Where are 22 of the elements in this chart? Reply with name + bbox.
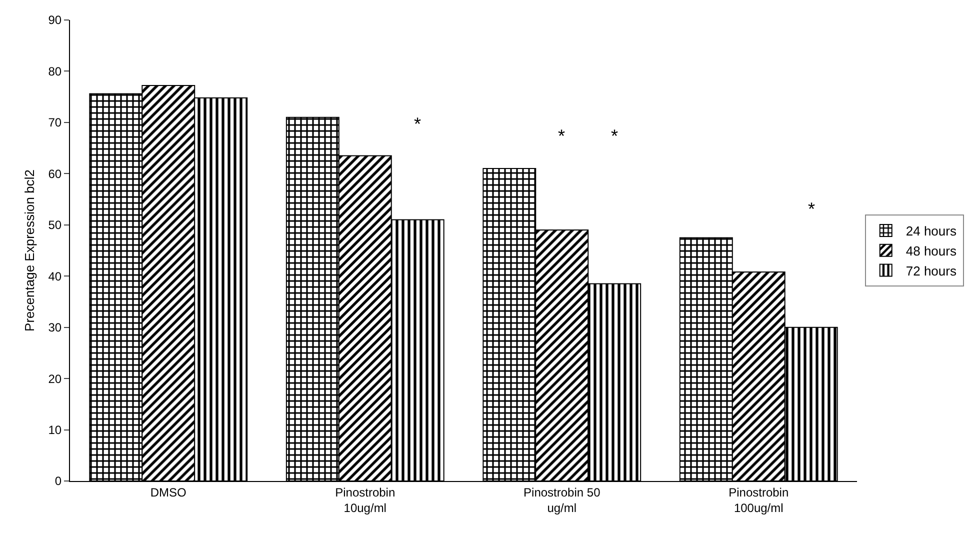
y-tick-label: 40	[48, 269, 62, 284]
annotation: *	[414, 114, 422, 134]
y-tick-label: 0	[54, 474, 62, 488]
text: 24 hours	[906, 224, 957, 239]
y-tick-label: 60	[48, 166, 62, 181]
text: 72 hours	[906, 263, 957, 278]
y-tick-label: 10	[48, 422, 62, 437]
y-tick-label: 90	[48, 13, 62, 28]
annotation: *	[558, 126, 566, 146]
text: 48 hours	[906, 243, 957, 258]
x-tick-label: Pinostrobin 10ug/ml	[335, 485, 396, 515]
annotation: *	[808, 199, 816, 219]
x-tick-label: Pinostrobin 50 ug/ml	[524, 485, 601, 515]
x-tick-label: DMSO	[150, 485, 186, 500]
x-tick-label: Pinostrobin 100ug/ml	[728, 485, 789, 515]
annotation: *	[611, 126, 618, 146]
y-tick-label: 30	[48, 320, 62, 335]
y-axis-title: Precentage Expression bcl2	[22, 170, 37, 332]
y-tick-label: 80	[48, 64, 62, 78]
y-tick-label: 20	[48, 372, 62, 386]
y-tick-label: 50	[48, 218, 62, 232]
y-tick-label: 70	[48, 116, 62, 130]
